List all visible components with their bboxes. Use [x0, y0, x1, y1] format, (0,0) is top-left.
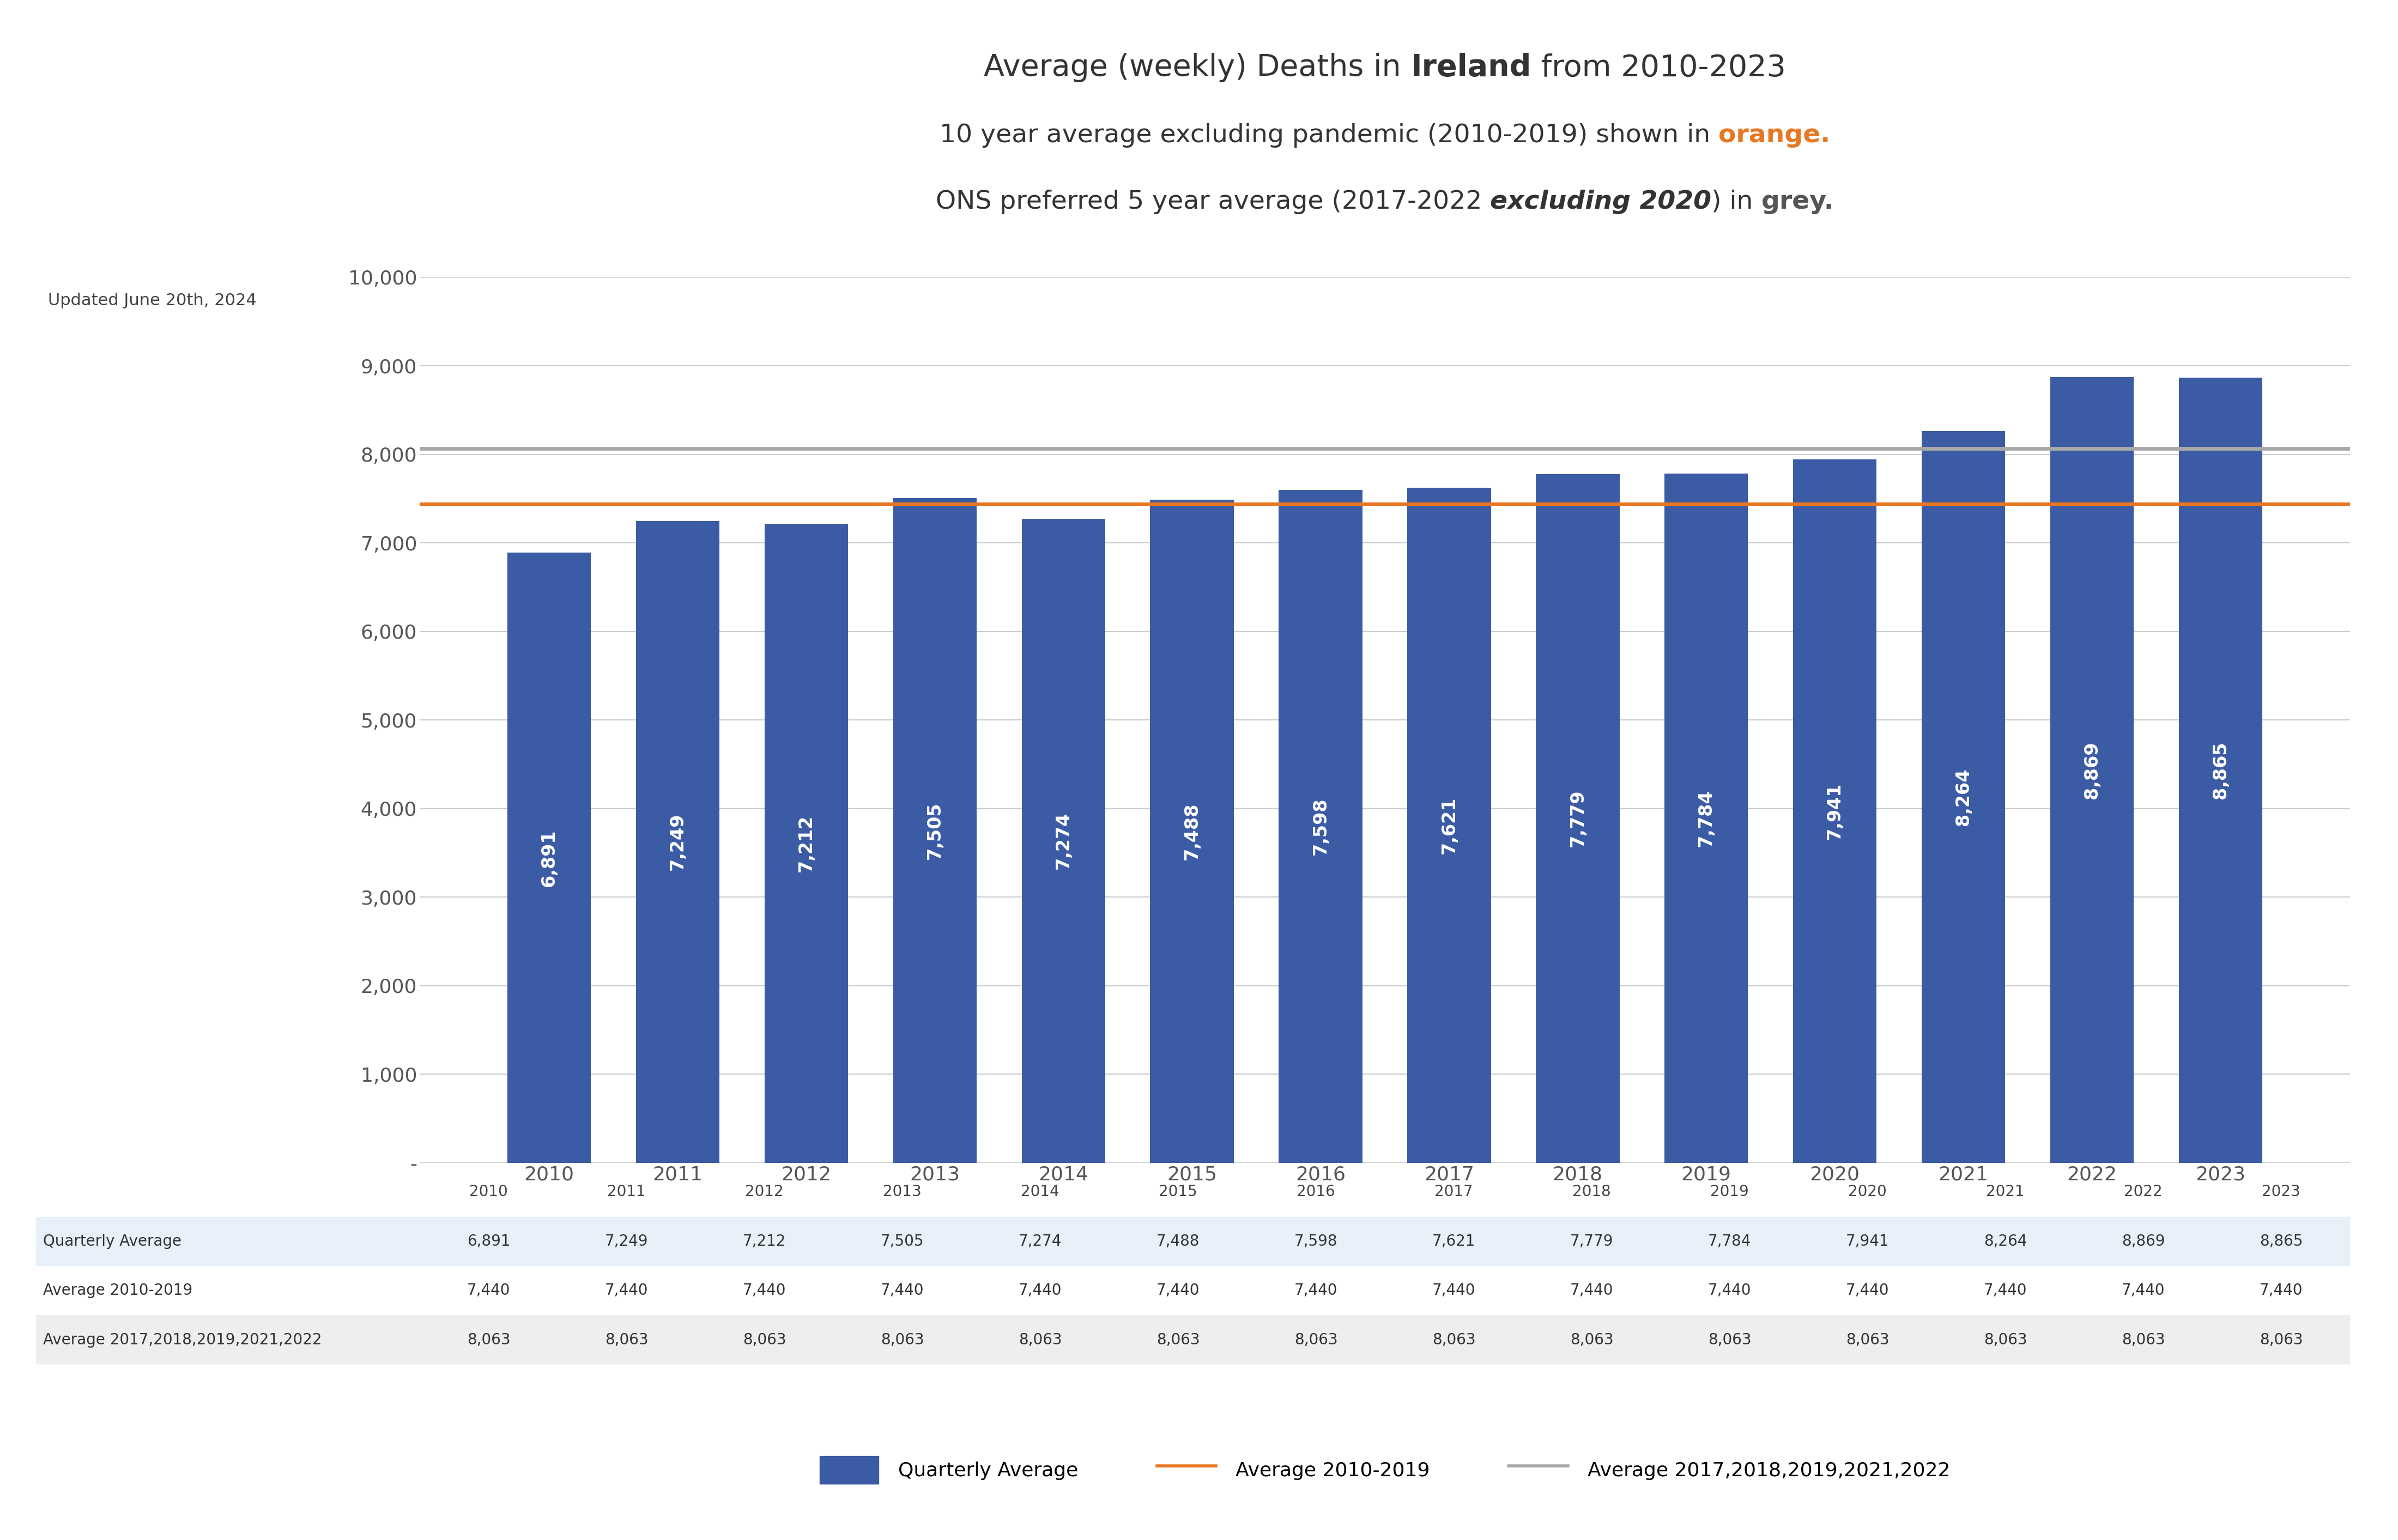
Text: 7,440: 7,440 [1571, 1283, 1614, 1298]
Bar [1664, 473, 1748, 1163]
Text: 8,063: 8,063 [604, 1332, 647, 1348]
Text: Average 2017,2018,2019,2021,2022: Average 2017,2018,2019,2021,2022 [43, 1332, 321, 1348]
Text: 7,440: 7,440 [1707, 1283, 1751, 1298]
Text: 8,865: 8,865 [2259, 1234, 2302, 1249]
Bar [892, 497, 976, 1163]
Text: 6,891: 6,891 [468, 1234, 511, 1249]
Text: Quarterly Average: Quarterly Average [43, 1234, 182, 1249]
Text: 8,063: 8,063 [1846, 1332, 1890, 1348]
Bar [1408, 488, 1492, 1163]
Text: 2016: 2016 [1297, 1184, 1336, 1200]
Text: 2020: 2020 [1849, 1184, 1887, 1200]
Text: 7,440: 7,440 [1432, 1283, 1475, 1298]
Text: 7,440: 7,440 [604, 1283, 647, 1298]
Text: 8,063: 8,063 [1571, 1332, 1614, 1348]
Text: 7,779: 7,779 [1568, 790, 1587, 847]
Text: 7,784: 7,784 [1698, 790, 1715, 847]
Text: 7,621: 7,621 [1441, 796, 1458, 855]
Text: 7,212: 7,212 [796, 815, 815, 872]
Text: 8,063: 8,063 [1156, 1332, 1199, 1348]
Text: 8,063: 8,063 [743, 1332, 787, 1348]
Text: 7,621: 7,621 [1432, 1234, 1475, 1249]
Bar [508, 553, 590, 1163]
Bar [1921, 431, 2005, 1163]
Bar [2180, 377, 2261, 1163]
Text: 7,440: 7,440 [1983, 1283, 2026, 1298]
Text: Average 2010-2019: Average 2010-2019 [43, 1283, 192, 1298]
Text: 7,488: 7,488 [1156, 1234, 1199, 1249]
Text: 7,440: 7,440 [880, 1283, 923, 1298]
Text: 8,869: 8,869 [2084, 741, 2101, 799]
Text: 7,598: 7,598 [1295, 1234, 1338, 1249]
Text: Average (weekly) Deaths in: Average (weekly) Deaths in [983, 52, 1410, 83]
Text: Updated June 20th, 2024: Updated June 20th, 2024 [48, 293, 257, 308]
Text: 8,063: 8,063 [2122, 1332, 2165, 1348]
Text: 2012: 2012 [746, 1184, 784, 1200]
Text: 6,891: 6,891 [540, 829, 559, 887]
Text: 8,865: 8,865 [2211, 741, 2230, 799]
Text: 8,063: 8,063 [880, 1332, 923, 1348]
Text: 7,779: 7,779 [1571, 1234, 1614, 1249]
Text: 7,488: 7,488 [1182, 802, 1201, 859]
Text: 2022: 2022 [2125, 1184, 2163, 1200]
Text: 7,941: 7,941 [1825, 782, 1844, 839]
Text: 7,440: 7,440 [1019, 1283, 1062, 1298]
Text: 8,063: 8,063 [2259, 1332, 2302, 1348]
Bar [2050, 377, 2134, 1163]
Text: 7,440: 7,440 [1295, 1283, 1338, 1298]
Text: 2018: 2018 [1573, 1184, 1611, 1200]
Text: 7,440: 7,440 [1156, 1283, 1199, 1298]
Text: 7,440: 7,440 [468, 1283, 511, 1298]
Bar [1794, 459, 1878, 1163]
Bar [1535, 474, 1619, 1163]
Text: 7,440: 7,440 [743, 1283, 787, 1298]
Text: from 2010-2023: from 2010-2023 [1532, 52, 1787, 83]
Text: 7,784: 7,784 [1707, 1234, 1751, 1249]
Bar [1278, 490, 1362, 1163]
Text: 7,598: 7,598 [1312, 798, 1328, 855]
Text: 8,264: 8,264 [1983, 1234, 2026, 1249]
Text: grey.: grey. [1760, 189, 1834, 214]
Text: 2023: 2023 [2261, 1184, 2300, 1200]
Bar [765, 524, 849, 1163]
Text: 8,063: 8,063 [1707, 1332, 1751, 1348]
Text: 8,063: 8,063 [1019, 1332, 1062, 1348]
Text: Ireland: Ireland [1410, 52, 1532, 83]
Text: 7,440: 7,440 [2259, 1283, 2302, 1298]
Text: 8,063: 8,063 [468, 1332, 511, 1348]
Text: 7,941: 7,941 [1846, 1234, 1890, 1249]
Text: 7,249: 7,249 [669, 813, 686, 870]
Text: ) in: ) in [1712, 189, 1760, 214]
Text: orange.: orange. [1719, 123, 1830, 148]
Text: 7,505: 7,505 [880, 1234, 923, 1249]
Text: ONS preferred 5 year average (2017-2022: ONS preferred 5 year average (2017-2022 [935, 189, 1489, 214]
Text: 2011: 2011 [607, 1184, 645, 1200]
Bar [1022, 519, 1105, 1163]
Text: 7,274: 7,274 [1019, 1234, 1062, 1249]
Text: 8,063: 8,063 [1983, 1332, 2026, 1348]
Text: 10 year average excluding pandemic (2010-2019) shown in: 10 year average excluding pandemic (2010… [940, 123, 1719, 148]
Text: 2014: 2014 [1022, 1184, 1060, 1200]
Text: 8,869: 8,869 [2122, 1234, 2165, 1249]
Text: 2015: 2015 [1158, 1184, 1197, 1200]
Text: 2019: 2019 [1710, 1184, 1748, 1200]
Bar [635, 521, 719, 1163]
Text: 8,063: 8,063 [1432, 1332, 1475, 1348]
Text: 2013: 2013 [882, 1184, 921, 1200]
Text: 2010: 2010 [470, 1184, 508, 1200]
Legend: Quarterly Average, Average 2010-2019, Average 2017,2018,2019,2021,2022: Quarterly Average, Average 2010-2019, Av… [811, 1448, 1959, 1492]
Text: 7,440: 7,440 [2122, 1283, 2165, 1298]
Text: 8,063: 8,063 [1295, 1332, 1338, 1348]
Text: excluding 2020: excluding 2020 [1489, 189, 1712, 214]
Text: 2017: 2017 [1434, 1184, 1472, 1200]
Text: 7,505: 7,505 [926, 802, 945, 859]
Text: 2021: 2021 [1986, 1184, 2024, 1200]
Text: 7,212: 7,212 [743, 1234, 787, 1249]
Text: 7,249: 7,249 [604, 1234, 647, 1249]
Bar [1151, 499, 1235, 1163]
Text: 7,274: 7,274 [1055, 812, 1072, 870]
Text: 7,440: 7,440 [1846, 1283, 1890, 1298]
Text: 8,264: 8,264 [1954, 768, 1974, 825]
